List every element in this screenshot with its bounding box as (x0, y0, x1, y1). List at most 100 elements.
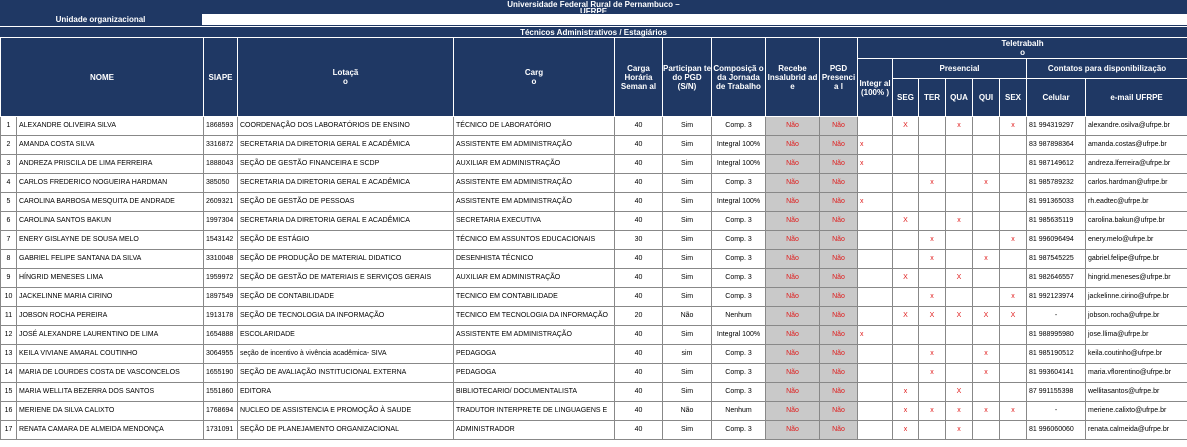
composicao-cell[interactable]: Comp. 3 (711, 420, 766, 440)
celular-cell[interactable]: 81 994319297 (1026, 116, 1086, 136)
seg-mark-cell[interactable] (892, 173, 919, 193)
celular-cell[interactable]: 87 991155398 (1026, 382, 1086, 402)
email-cell[interactable]: amanda.costas@ufrpe.br (1084, 135, 1187, 155)
celular-cell[interactable]: 81 992123974 (1026, 287, 1086, 307)
insalubridade-cell[interactable]: Não (765, 287, 820, 307)
cargo-cell[interactable]: TECNICO EM CONTABILIDADE (453, 287, 615, 307)
siape-cell[interactable]: 1997304 (203, 211, 238, 231)
qui-mark-cell[interactable] (972, 287, 1000, 307)
celular-cell[interactable]: 81 987149612 (1026, 154, 1086, 174)
composicao-cell[interactable]: Comp. 3 (711, 382, 766, 402)
email-cell[interactable]: renata.calmeida@ufrpe.br (1084, 420, 1187, 440)
seg-mark-cell[interactable]: X (892, 116, 919, 136)
row-index[interactable]: 11 (0, 306, 17, 326)
sex-mark-cell[interactable]: X (999, 306, 1027, 326)
sex-mark-cell[interactable] (999, 211, 1027, 231)
qua-mark-cell[interactable] (945, 325, 973, 345)
celular-cell[interactable]: - (1026, 401, 1086, 421)
sex-mark-cell[interactable] (999, 344, 1027, 364)
cargo-cell[interactable]: AUXILIAR EM ADMINISTRAÇÃO (453, 154, 615, 174)
email-cell[interactable]: hingrid.meneses@ufrpe.br (1084, 268, 1187, 288)
sex-mark-cell[interactable] (999, 173, 1027, 193)
row-index[interactable]: 8 (0, 249, 17, 269)
qui-mark-cell[interactable] (972, 325, 1000, 345)
pgd-presencial-cell[interactable]: Não (819, 135, 858, 155)
ter-mark-cell[interactable] (918, 192, 946, 212)
integral-mark-cell[interactable]: x (857, 325, 893, 345)
name-cell[interactable]: RENATA CAMARA DE ALMEIDA MENDONÇA (16, 420, 204, 440)
siape-cell[interactable]: 2609321 (203, 192, 238, 212)
composicao-cell[interactable]: Comp. 3 (711, 211, 766, 231)
row-index[interactable]: 2 (0, 135, 17, 155)
ter-mark-cell[interactable]: x (918, 401, 946, 421)
ter-mark-cell[interactable]: x (918, 173, 946, 193)
celular-cell[interactable]: 81 982646557 (1026, 268, 1086, 288)
cargo-cell[interactable]: BIBLIOTECARIO/ DOCUMENTALISTA (453, 382, 615, 402)
sex-mark-cell[interactable]: x (999, 116, 1027, 136)
qui-mark-cell[interactable] (972, 135, 1000, 155)
ter-mark-cell[interactable] (918, 268, 946, 288)
email-cell[interactable]: andreza.lferreira@ufrpe.br (1084, 154, 1187, 174)
composicao-cell[interactable]: Comp. 3 (711, 287, 766, 307)
name-cell[interactable]: ENERY GISLAYNE DE SOUSA MELO (16, 230, 204, 250)
carga-cell[interactable]: 40 (614, 287, 663, 307)
siape-cell[interactable]: 1655190 (203, 363, 238, 383)
integral-mark-cell[interactable] (857, 420, 893, 440)
cargo-cell[interactable]: ASSISTENTE EM ADMINISTRAÇÃO (453, 135, 615, 155)
integral-mark-cell[interactable] (857, 344, 893, 364)
lotacao-cell[interactable]: SEÇÃO DE GESTÃO DE PESSOAS (237, 192, 454, 212)
ter-mark-cell[interactable]: x (918, 363, 946, 383)
seg-mark-cell[interactable] (892, 230, 919, 250)
cargo-cell[interactable]: ASSISTENTE EM ADMINISTRAÇÃO (453, 325, 615, 345)
cargo-cell[interactable]: DESENHISTA TÉCNICO (453, 249, 615, 269)
row-index[interactable]: 3 (0, 154, 17, 174)
participante-cell[interactable]: sim (662, 344, 712, 364)
cargo-cell[interactable]: TÉCNICO DE LABORATÓRIO (453, 116, 615, 136)
lotacao-cell[interactable]: SEÇÃO DE PLANEJAMENTO ORGANIZACIONAL (237, 420, 454, 440)
composicao-cell[interactable]: Integral 100% (711, 135, 766, 155)
lotacao-cell[interactable]: SEÇÃO DE AVALIAÇÃO INSTITUCIONAL EXTERNA (237, 363, 454, 383)
sex-mark-cell[interactable] (999, 363, 1027, 383)
email-cell[interactable]: keila.coutinho@ufrpe.br (1084, 344, 1187, 364)
insalubridade-cell[interactable]: Não (765, 268, 820, 288)
pgd-presencial-cell[interactable]: Não (819, 211, 858, 231)
lotacao-cell[interactable]: SEÇÃO DE GESTÃO DE MATERIAIS E SERVIÇOS … (237, 268, 454, 288)
ter-mark-cell[interactable] (918, 135, 946, 155)
composicao-cell[interactable]: Integral 100% (711, 154, 766, 174)
integral-mark-cell[interactable] (857, 382, 893, 402)
name-cell[interactable]: AMANDA COSTA SILVA (16, 135, 204, 155)
siape-cell[interactable]: 3310048 (203, 249, 238, 269)
qua-mark-cell[interactable] (945, 230, 973, 250)
composicao-cell[interactable]: Comp. 3 (711, 173, 766, 193)
cargo-cell[interactable]: PEDAGOGA (453, 363, 615, 383)
participante-cell[interactable]: Sim (662, 192, 712, 212)
lotacao-cell[interactable]: SEÇÃO DE ESTÁGIO (237, 230, 454, 250)
composicao-cell[interactable]: Comp. 3 (711, 344, 766, 364)
qua-mark-cell[interactable] (945, 173, 973, 193)
row-index[interactable]: 5 (0, 192, 17, 212)
composicao-cell[interactable]: Integral 100% (711, 192, 766, 212)
qui-mark-cell[interactable]: x (972, 344, 1000, 364)
pgd-presencial-cell[interactable]: Não (819, 382, 858, 402)
name-cell[interactable]: CARLOS FREDERICO NOGUEIRA HARDMAN (16, 173, 204, 193)
ter-mark-cell[interactable] (918, 382, 946, 402)
email-cell[interactable]: jose.llima@ufrpe.br (1084, 325, 1187, 345)
celular-cell[interactable]: 81 985190512 (1026, 344, 1086, 364)
email-cell[interactable]: jobson.rocha@ufrpe.br (1084, 306, 1187, 326)
celular-cell[interactable]: - (1026, 306, 1086, 326)
participante-cell[interactable]: Sim (662, 211, 712, 231)
integral-mark-cell[interactable] (857, 211, 893, 231)
siape-cell[interactable]: 1768694 (203, 401, 238, 421)
insalubridade-cell[interactable]: Não (765, 363, 820, 383)
insalubridade-cell[interactable]: Não (765, 211, 820, 231)
composicao-cell[interactable]: Comp. 3 (711, 268, 766, 288)
row-index[interactable]: 16 (0, 401, 17, 421)
name-cell[interactable]: JOBSON ROCHA PEREIRA (16, 306, 204, 326)
participante-cell[interactable]: Sim (662, 268, 712, 288)
integral-mark-cell[interactable] (857, 173, 893, 193)
seg-mark-cell[interactable]: x (892, 382, 919, 402)
seg-mark-cell[interactable] (892, 192, 919, 212)
siape-cell[interactable]: 385050 (203, 173, 238, 193)
email-cell[interactable]: meriene.calixto@ufrpe.br (1084, 401, 1187, 421)
seg-mark-cell[interactable]: X (892, 268, 919, 288)
